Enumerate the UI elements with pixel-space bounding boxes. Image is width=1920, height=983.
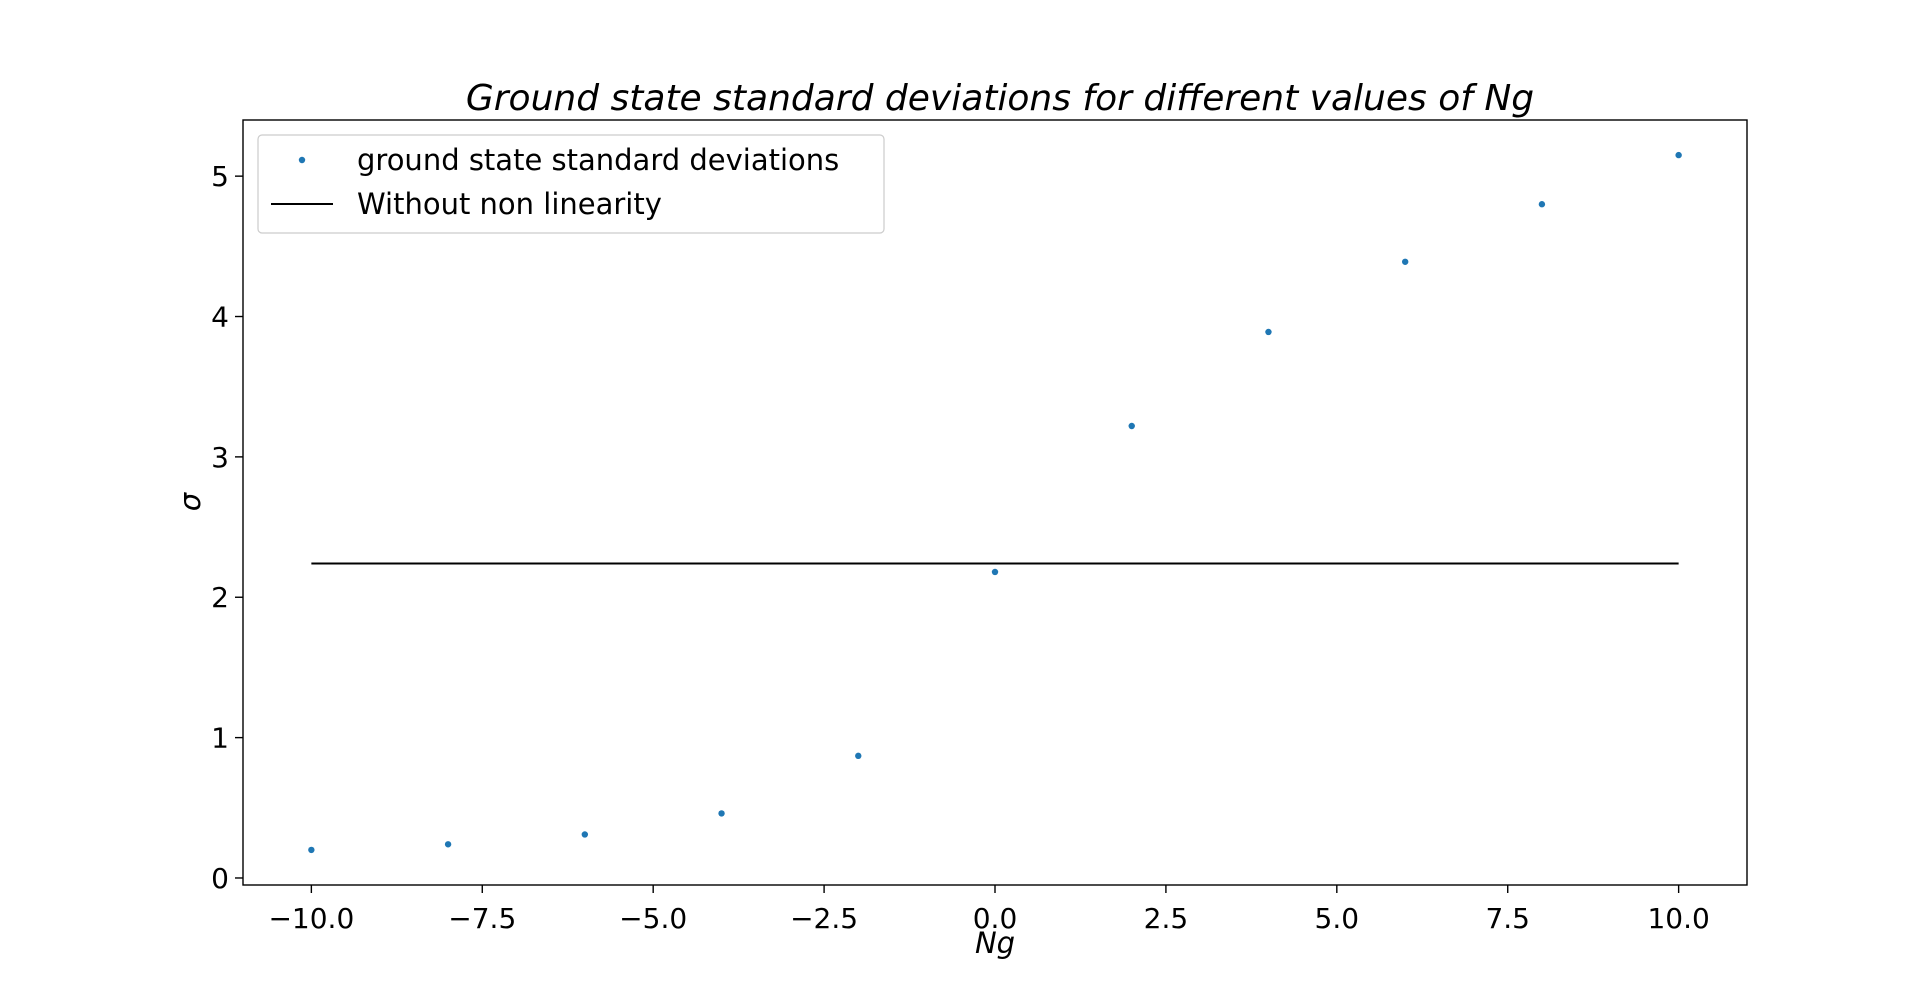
- y-tick-label: 3: [211, 441, 229, 474]
- y-tick-label: 0: [211, 862, 229, 895]
- legend-label-line: Without non linearity: [357, 187, 662, 221]
- y-tick-label: 1: [211, 722, 229, 755]
- data-point: [581, 831, 589, 838]
- y-tick-label: 5: [211, 160, 229, 193]
- x-tick-label: 5.0: [1315, 902, 1360, 935]
- data-point: [1128, 422, 1135, 430]
- x-tick-label: −7.5: [448, 902, 516, 935]
- y-tick-label: 2: [211, 581, 229, 614]
- plot-area: [242, 119, 1748, 886]
- x-axis-label: Ng: [975, 926, 1015, 960]
- y-axis: 0 1 2 3 4 5: [211, 160, 243, 895]
- y-axis-label: σ: [173, 491, 207, 511]
- x-axis: −10.0 −7.5 −5.0 −2.5 0.0 2.5 5.0 7.5 10.0: [268, 885, 1710, 935]
- legend-box: [257, 134, 885, 234]
- legend: ground state standard deviations Without…: [257, 134, 885, 234]
- legend-marker-scatter: [298, 156, 306, 164]
- x-tick-label: 0.0: [973, 902, 1018, 935]
- data-point: [1675, 151, 1682, 159]
- data-point: [308, 846, 315, 854]
- y-tick-label: 4: [211, 301, 229, 334]
- x-tick-label: −5.0: [619, 902, 687, 935]
- x-tick-label: 10.0: [1647, 902, 1709, 935]
- x-tick-label: −10.0: [268, 902, 354, 935]
- x-tick-label: 2.5: [1144, 902, 1189, 935]
- chart-title: Ground state standard deviations for dif…: [466, 78, 1534, 119]
- data-point: [718, 810, 725, 817]
- data-point: [855, 752, 862, 760]
- data-point: [1265, 328, 1272, 336]
- x-tick-label: −2.5: [790, 902, 858, 935]
- data-point: [444, 841, 452, 848]
- data-point: [1538, 201, 1546, 208]
- data-point: [1401, 258, 1409, 265]
- x-tick-label: 7.5: [1485, 902, 1530, 935]
- legend-label-scatter: ground state standard deviations: [357, 143, 839, 177]
- series-layer: [308, 151, 1682, 854]
- data-point: [991, 568, 999, 576]
